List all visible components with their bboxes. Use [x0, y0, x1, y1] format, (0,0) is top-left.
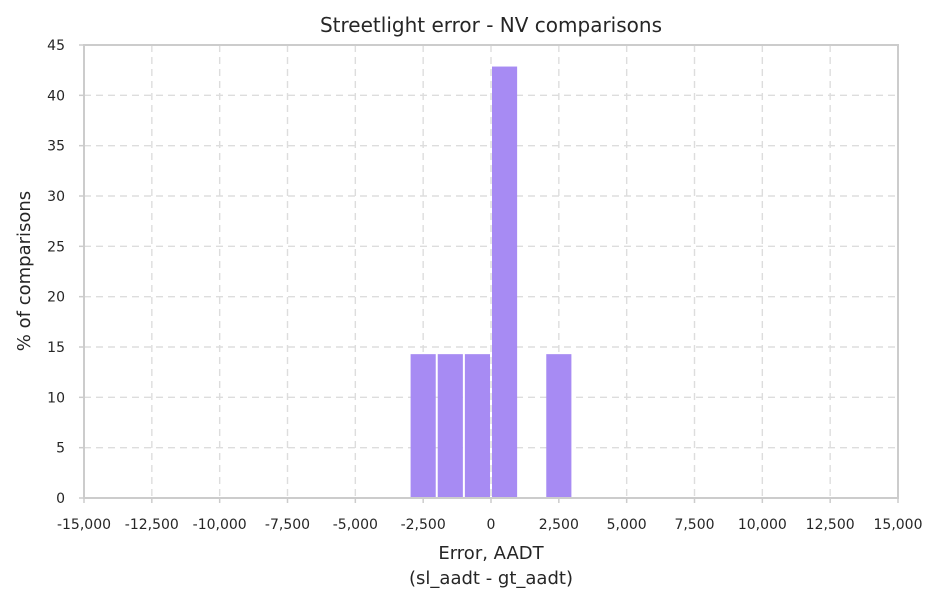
x-tick-label: -15,000 [57, 517, 111, 533]
y-tick-label: 20 [47, 290, 65, 306]
y-tick-label: 25 [47, 239, 65, 255]
y-tick-label: 0 [56, 491, 65, 507]
gridlines [84, 45, 898, 498]
y-tick-label: 40 [47, 88, 65, 104]
x-tick-label: -10,000 [193, 517, 247, 533]
axis-ticks: -15,000 -12,500 -10,000 -7,500 -5,000 -2,500 0… [47, 38, 922, 533]
x-tick-label: 2,500 [539, 517, 579, 533]
y-tick-label: 10 [47, 390, 65, 406]
y-tick-label: 30 [47, 189, 65, 205]
histogram-bar [492, 66, 518, 498]
x-tick-label: -12,500 [125, 517, 179, 533]
chart-title: Streetlight error - NV comparisons [320, 13, 662, 37]
x-axis-label-line-1: Error, AADT [438, 543, 544, 564]
x-tick-label: -2,500 [401, 517, 446, 533]
y-tick-label: 5 [56, 441, 65, 457]
y-axis-label: % of comparisons [14, 191, 35, 351]
x-tick-label: 7,500 [674, 517, 714, 533]
x-tick-label: -5,000 [333, 517, 378, 533]
x-axis-label-line-2: (sl_aadt - gt_aadt) [409, 568, 573, 589]
x-tick-label: 12,500 [806, 517, 855, 533]
histogram-bar [464, 354, 490, 498]
x-tick-label: 0 [487, 517, 496, 533]
x-tick-label: 5,000 [607, 517, 647, 533]
x-tick-label: -7,500 [265, 517, 310, 533]
y-tick-label: 35 [47, 139, 65, 155]
y-tick-label: 45 [47, 38, 65, 54]
x-tick-label: 15,000 [874, 517, 923, 533]
y-tick-label: 15 [47, 340, 65, 356]
histogram-bar [546, 354, 572, 498]
histogram-bar [437, 354, 463, 498]
bars [410, 66, 572, 498]
x-tick-label: 10,000 [738, 517, 787, 533]
histogram-bar [410, 354, 436, 498]
